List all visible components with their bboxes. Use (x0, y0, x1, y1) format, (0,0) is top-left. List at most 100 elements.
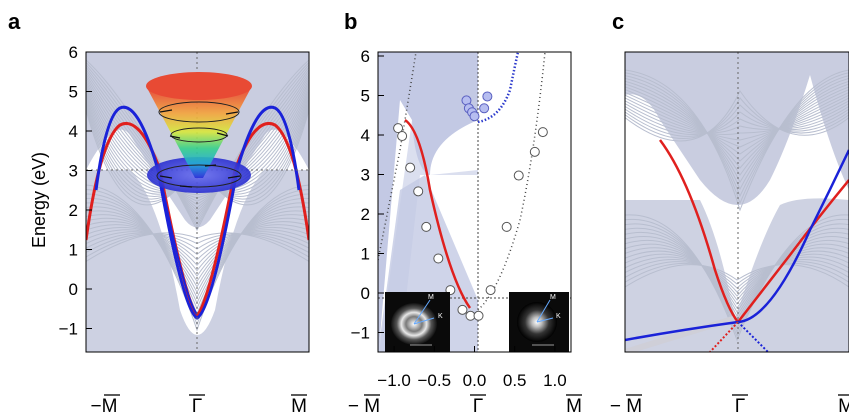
k-path-label: M (291, 396, 307, 416)
panel-b-dotted-band-blue (477, 52, 520, 124)
bulk-band-line (625, 227, 849, 330)
bulk-band-line (86, 229, 309, 266)
arpes-data-point (433, 253, 444, 264)
bulk-band-line (86, 74, 309, 212)
y-tick-label: 2 (69, 201, 78, 220)
y-tick-label: 5 (361, 87, 370, 106)
y-tick-label: −1 (59, 320, 78, 339)
k-path-label: Γ (735, 396, 745, 416)
k-path-label: Γ (473, 396, 483, 416)
arpes-data-point-blue (469, 111, 480, 122)
panel-b-plot: M K M K (378, 52, 571, 352)
inset-left-m-label: M (428, 294, 434, 301)
bulk-band-line (86, 66, 309, 222)
bulk-band-line (625, 243, 849, 313)
x-tick-label: 1.0 (543, 371, 567, 390)
y-tick-label: 0 (69, 280, 78, 299)
y-tick-label: −1 (351, 324, 370, 343)
bulk-band-line (625, 247, 849, 309)
bulk-band-line (86, 226, 309, 272)
panel-label-a: a (8, 9, 21, 34)
k-path-label: Γ (192, 396, 202, 416)
bulk-band-line (86, 224, 309, 277)
panel-c-plot (625, 52, 849, 352)
arpes-data-point (457, 304, 468, 315)
arpes-data-point (537, 127, 548, 138)
bulk-band-line (625, 75, 849, 198)
inset-left-k-label: K (438, 313, 443, 320)
bulk-band-line (625, 253, 849, 301)
dirac-cone-inset (146, 72, 252, 193)
arpes-data-point (501, 221, 512, 232)
bulk-band-line (625, 89, 849, 162)
inset-right-m-label: M (550, 294, 556, 301)
bulk-band-line (625, 256, 849, 297)
arpes-data-point (513, 170, 524, 181)
k-path-label: − M (610, 396, 642, 416)
y-tick-label: 1 (361, 245, 370, 264)
arpes-inset-left: M K (385, 292, 450, 352)
y-tick-label: 3 (69, 162, 78, 181)
panel-c-bulk-lower (625, 198, 849, 352)
bulk-band-line (625, 100, 849, 135)
y-tick-label: 1 (69, 241, 78, 260)
bulk-band-line (625, 108, 849, 135)
bulk-band-line (625, 261, 849, 289)
bulk-band-line (625, 77, 849, 191)
bulk-band-line (625, 232, 849, 326)
bulk-band-line (86, 189, 309, 327)
y-tick-label: 0 (361, 284, 370, 303)
k-path-label: −M (91, 396, 118, 416)
arpes-data-point (529, 146, 540, 157)
y-tick-label: 2 (361, 205, 370, 224)
bulk-band-line (625, 94, 849, 148)
k-path-label: M (838, 396, 849, 416)
panel-b-surface-band-red (404, 118, 472, 309)
x-tick-label: −0.5 (418, 371, 452, 390)
arpes-data-point (485, 285, 496, 296)
bulk-band-line (86, 62, 309, 228)
arpes-data-point (393, 123, 404, 134)
bulk-band-line (625, 69, 849, 212)
y-axis-label: Energy (eV) (29, 152, 49, 248)
panel-label-c: c (612, 9, 624, 34)
bulk-band-line (625, 250, 849, 305)
bulk-band-line (86, 231, 309, 261)
bulk-band-line (86, 59, 309, 232)
bulk-band-line (625, 80, 849, 184)
arpes-data-point (397, 131, 408, 142)
arpes-data-point (473, 310, 484, 321)
bulk-band-line (625, 86, 849, 169)
panel-c-surface-band-blue (625, 149, 849, 342)
arpes-data-point (405, 162, 416, 173)
arpes-data-point-blue (482, 91, 493, 102)
panel-c-bulk-upper (625, 52, 849, 205)
bulk-band-line (625, 90, 849, 142)
bulk-band-line (625, 104, 849, 137)
arpes-data-point (413, 186, 424, 197)
bulk-band-line (86, 86, 309, 196)
bulk-band-line (625, 218, 849, 338)
panel-label-b: b (344, 9, 357, 34)
y-tick-label: 4 (69, 122, 78, 141)
bulk-band-line (625, 264, 849, 288)
y-tick-label: 6 (361, 47, 370, 66)
y-tick-label: 5 (69, 83, 78, 102)
bulk-band-line (625, 83, 849, 176)
bulk-band-line (86, 184, 309, 332)
k-path-label: − M (348, 396, 380, 416)
bulk-band-line (625, 91, 849, 155)
panel-b-bulk-shade (378, 52, 478, 352)
bulk-band-line (625, 259, 849, 293)
arpes-data-point-blue (479, 103, 490, 114)
panel-a-bulk-lower (86, 170, 309, 352)
x-tick-label: 0.0 (463, 371, 487, 390)
bulk-band-line (625, 97, 849, 141)
bulk-band-line (86, 217, 309, 288)
bulk-band-line (86, 221, 309, 283)
arpes-data-point (421, 221, 432, 232)
y-tick-label: 6 (69, 43, 78, 62)
panel-a-plot (86, 52, 309, 352)
panel-b-dotted-band-left (378, 52, 417, 261)
